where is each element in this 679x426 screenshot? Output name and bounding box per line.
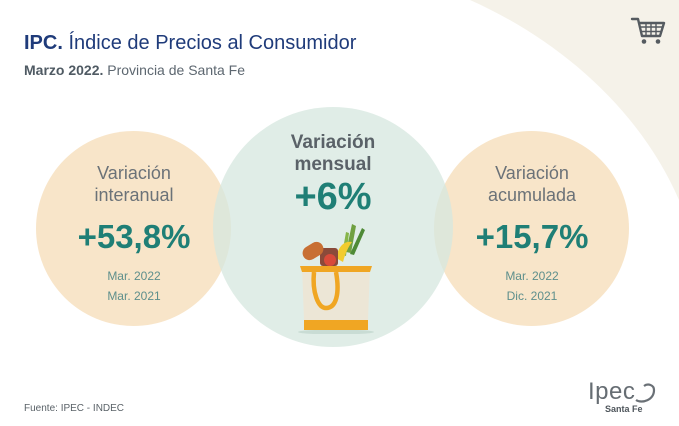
acumulada-value: +15,7% bbox=[475, 218, 589, 255]
mensual-value: +6% bbox=[294, 176, 372, 218]
interanual-ref-1: Mar. 2022 bbox=[107, 269, 161, 283]
page-title: IPC. Índice de Precios al Consumidor bbox=[24, 32, 356, 55]
subtitle-bold: Marzo 2022. bbox=[24, 62, 104, 78]
circle-interanual bbox=[36, 131, 231, 326]
interanual-ref-2: Mar. 2021 bbox=[107, 289, 161, 303]
acumulada-ref-2: Dic. 2021 bbox=[506, 289, 558, 303]
interanual-label-line-1: Variación bbox=[97, 163, 171, 183]
subtitle-rest: Provincia de Santa Fe bbox=[103, 62, 246, 78]
interanual-label-line-2: interanual bbox=[94, 185, 174, 205]
circle-acumulada bbox=[434, 131, 629, 326]
acumulada-label: Variación acumulada bbox=[452, 162, 612, 206]
page-subtitle: Marzo 2022. Provincia de Santa Fe bbox=[24, 62, 245, 78]
logo-swirl-icon bbox=[635, 383, 656, 403]
interanual-label: Variación interanual bbox=[54, 162, 214, 206]
mensual-label: Variación mensual bbox=[253, 132, 413, 176]
logo-subtitle: Santa Fe bbox=[605, 404, 643, 414]
title-bold: IPC. bbox=[24, 32, 63, 54]
acumulada-period: Mar. 2022 Dic. 2021 bbox=[452, 266, 612, 306]
interanual-period: Mar. 2022 Mar. 2021 bbox=[54, 266, 214, 306]
shopping-cart-icon bbox=[630, 17, 666, 44]
grocery-bag-illustration bbox=[298, 224, 374, 334]
interanual-value: +53,8% bbox=[77, 218, 191, 255]
title-rest: Índice de Precios al Consumidor bbox=[62, 32, 357, 54]
acumulada-label-line-1: Variación bbox=[495, 163, 569, 183]
mensual-label-line-1: Variación bbox=[290, 132, 376, 153]
mensual-label-line-2: mensual bbox=[294, 154, 372, 175]
acumulada-label-line-2: acumulada bbox=[487, 185, 577, 205]
ipec-logo: Ipec Santa Fe bbox=[588, 378, 658, 418]
source-note: Fuente: IPEC - INDEC bbox=[24, 403, 125, 414]
logo-wordmark: Ipec bbox=[588, 378, 636, 405]
acumulada-ref-1: Mar. 2022 bbox=[505, 269, 559, 283]
